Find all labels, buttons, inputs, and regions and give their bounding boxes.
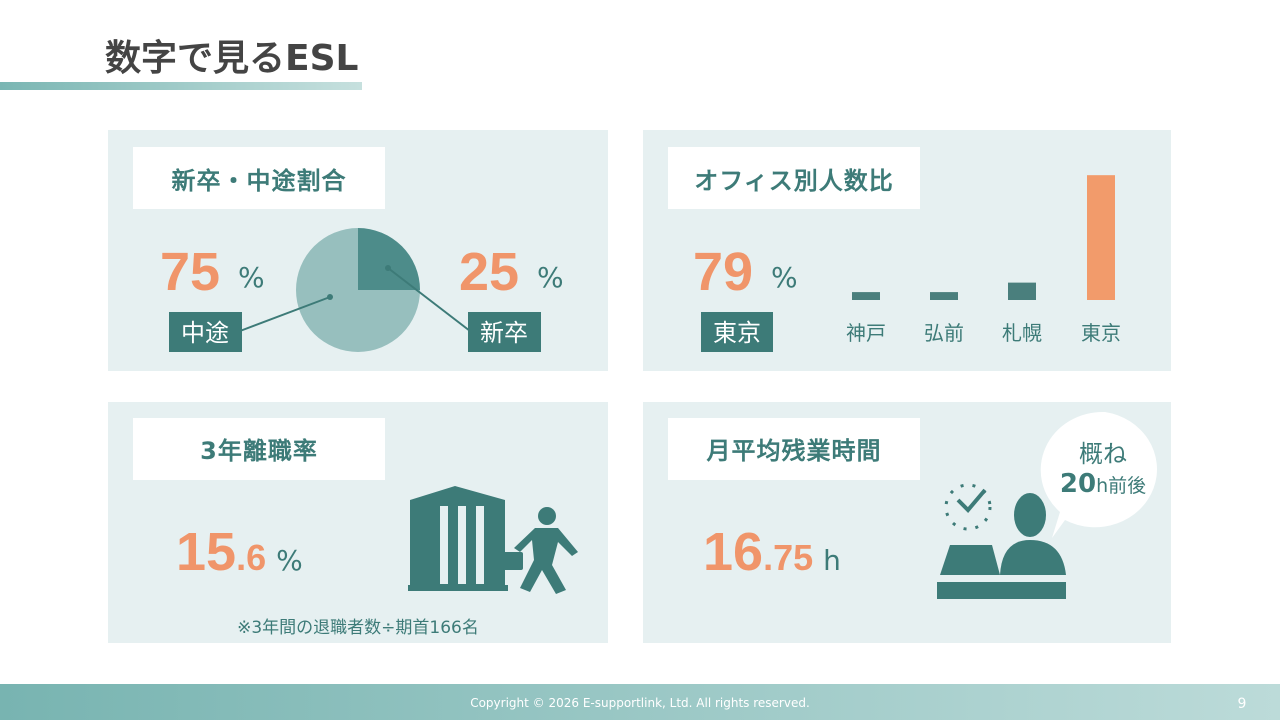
leader-line	[239, 296, 331, 332]
integer: 15	[176, 522, 236, 582]
bubble-number: 20	[1060, 469, 1096, 499]
unit: %	[276, 544, 303, 577]
highlight-category: 東京	[713, 319, 761, 347]
leader-dot	[327, 294, 333, 300]
bubble-text: 概ね	[1079, 440, 1127, 468]
page-number: 9	[1238, 696, 1247, 712]
unit: %	[537, 261, 564, 294]
title-underline	[0, 82, 362, 90]
bar	[852, 292, 880, 300]
x-tick-label: 神戸	[846, 321, 886, 345]
overtime-value: 16.75 h	[703, 522, 841, 582]
building-icon	[408, 486, 578, 594]
panel-title: 3年離職率	[200, 437, 318, 465]
panel-title: オフィス別人数比	[694, 167, 894, 195]
bar	[1087, 175, 1115, 300]
desk-icon	[937, 483, 1066, 599]
decimal: .6	[236, 537, 266, 578]
pie-value: 25	[459, 242, 519, 302]
footer-bar	[0, 684, 1280, 720]
unit: h	[823, 544, 841, 577]
pie-chart	[296, 228, 420, 352]
panel-title: 月平均残業時間	[706, 437, 882, 465]
unit: %	[771, 261, 798, 294]
turnover-value: 15.6%	[176, 522, 303, 582]
panel-title-box	[133, 418, 385, 480]
tag-box	[169, 312, 242, 352]
bar	[930, 292, 958, 300]
pie-slice	[358, 228, 420, 290]
panel-title-box	[133, 147, 385, 209]
pie-category: 新卒	[480, 319, 528, 347]
speech-bubble	[1040, 411, 1157, 538]
leader-dot	[385, 265, 391, 271]
x-tick-label: 東京	[1081, 321, 1121, 345]
highlight-value: 79	[693, 242, 753, 302]
copyright: Copyright © 2026 E-supportlink, Ltd. All…	[470, 696, 810, 710]
x-tick-label: 札幌	[1002, 321, 1042, 345]
slide-title: 数字で見るESL	[105, 38, 358, 79]
bubble-text: 20h前後	[1060, 469, 1146, 499]
x-tick-label: 弘前	[924, 321, 964, 345]
note: ※3年間の退職者数÷期首166名	[237, 618, 479, 638]
pie-category: 中途	[181, 319, 229, 347]
bubble-suffix: h前後	[1096, 475, 1146, 497]
leader-line	[387, 267, 471, 332]
tag-box	[468, 312, 541, 352]
panel-title: 新卒・中途割合	[172, 167, 347, 195]
bar-chart: 神戸 弘前 札幌 東京	[846, 175, 1121, 345]
pie-value: 75	[160, 242, 220, 302]
panel-title-box	[668, 147, 920, 209]
decimal: .75	[763, 537, 813, 578]
bar	[1008, 282, 1036, 300]
integer: 16	[703, 522, 763, 582]
unit: %	[238, 261, 265, 294]
tag-box	[701, 312, 773, 352]
panel-title-box	[668, 418, 920, 480]
